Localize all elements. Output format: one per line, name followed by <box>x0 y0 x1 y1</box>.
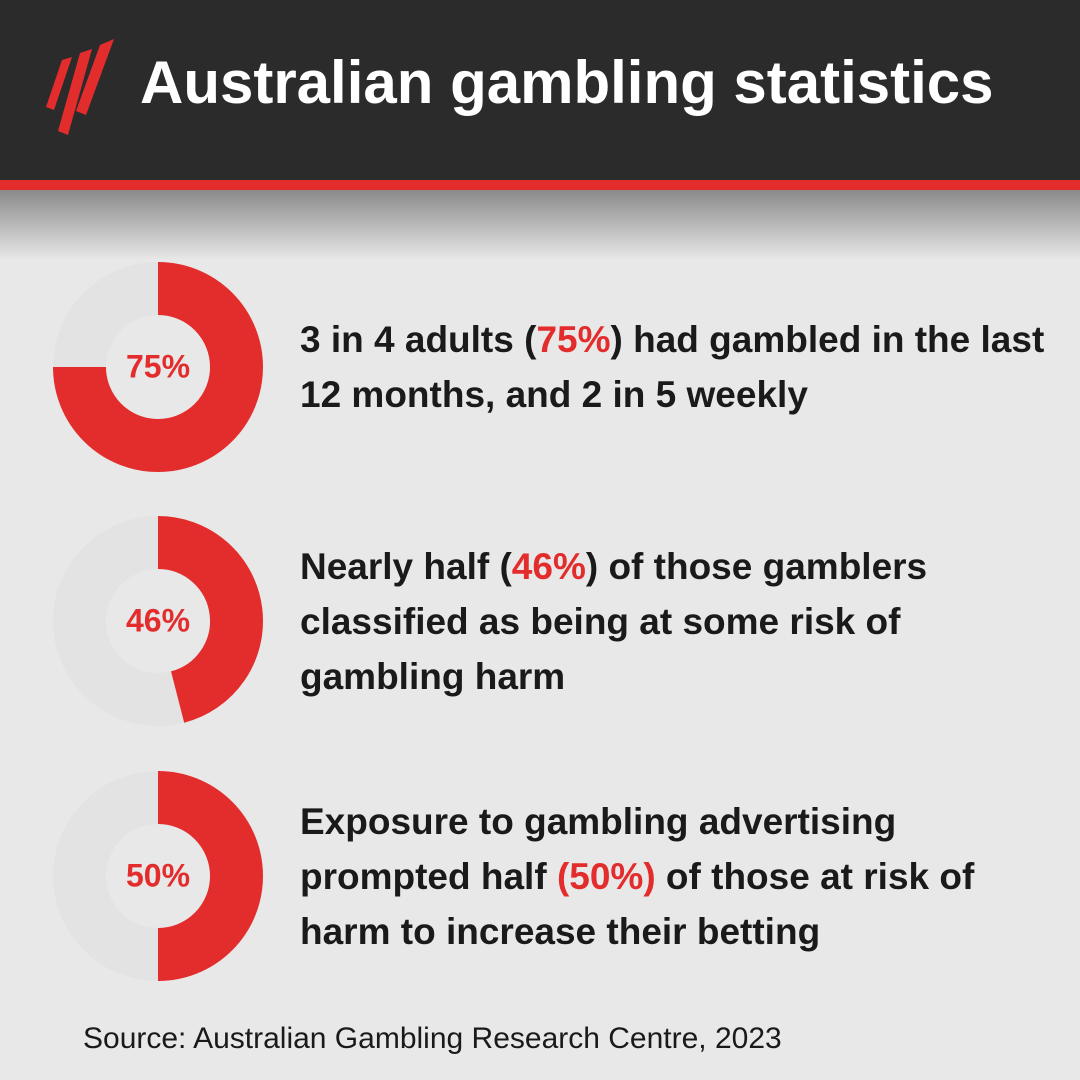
donut-segment <box>53 262 160 369</box>
header-accent <box>0 180 1080 190</box>
statement-highlight: (50%) <box>556 855 656 897</box>
statement-highlight: 75% <box>536 319 611 360</box>
logo <box>46 39 114 135</box>
statement-text: of those at risk of harm to increase the… <box>300 855 975 952</box>
source: Source: Australian Gambling Research Cen… <box>83 1022 782 1055</box>
statement-text: Exposure to gambling advertising prompte… <box>300 800 897 897</box>
donut-label: 75% <box>126 348 190 384</box>
statement: Exposure to gambling advertising prompte… <box>300 766 1060 986</box>
donut-segment <box>156 516 263 723</box>
donut-label: 50% <box>126 857 190 893</box>
statement-text: 3 in 4 adults ( <box>300 319 537 360</box>
statement-text: ) had gambled in the last 12 months, and… <box>300 319 1045 415</box>
statement-text: Nearly half ( <box>300 545 512 587</box>
donut-segment <box>53 516 185 726</box>
title: Australian gambling statistics <box>140 49 994 116</box>
statement-highlight: 46% <box>511 545 586 587</box>
donut-segment <box>53 771 160 981</box>
header-shadow <box>0 190 1080 260</box>
statement: Nearly half (46%) of those gamblers clas… <box>300 511 1060 731</box>
statement: 3 in 4 adults (75%) had gambled in the l… <box>300 257 1060 477</box>
header-bar <box>0 0 1080 180</box>
donut-label: 46% <box>126 602 190 638</box>
statement-text: ) of those gamblers classified as being … <box>300 545 928 697</box>
donut-segment <box>156 771 263 981</box>
donut-segment <box>53 262 263 472</box>
